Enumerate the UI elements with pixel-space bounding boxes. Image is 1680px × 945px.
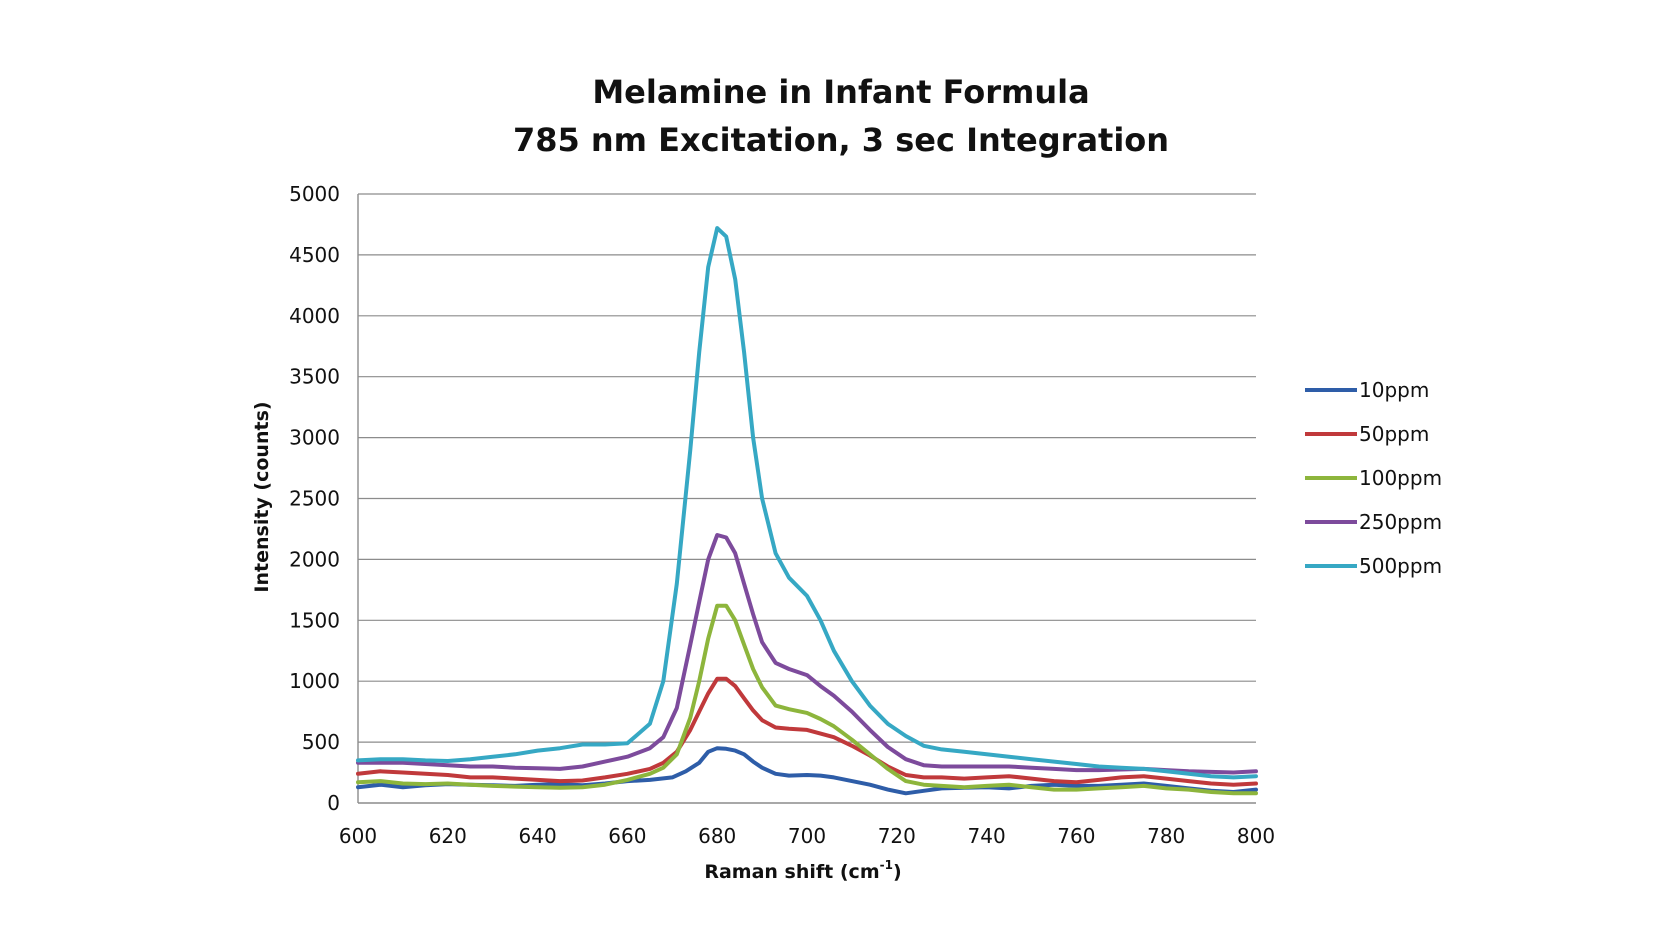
series-line-10ppm	[356, 746, 1258, 796]
x-axis-title-superscript: -1	[880, 858, 893, 872]
x-tick-label: 620	[429, 824, 467, 848]
x-tick-label: 800	[1237, 824, 1275, 848]
x-tick-label: 780	[1147, 824, 1185, 848]
y-tick-label: 3000	[289, 426, 340, 450]
legend-item-100ppm: 100ppm	[1305, 466, 1442, 490]
y-tick-labels: 0 500 1000 1500 2000 2500 3000 3500 4000 4500 5000	[289, 182, 340, 815]
y-tick-label: 4000	[289, 304, 340, 328]
legend: 10ppm 50ppm 100ppm 250ppm 500ppm	[1305, 378, 1442, 578]
legend-item-250ppm: 250ppm	[1305, 510, 1442, 534]
series-line-250ppm	[356, 533, 1258, 775]
x-tick-label: 740	[968, 824, 1006, 848]
x-tick-label: 680	[698, 824, 736, 848]
legend-label: 100ppm	[1359, 466, 1442, 490]
series-line-100ppm	[356, 603, 1258, 796]
y-tick-label: 0	[327, 791, 340, 815]
legend-item-500ppm: 500ppm	[1305, 554, 1442, 578]
x-axis-title-main: Raman shift (cm	[704, 861, 879, 883]
y-tick-label: 2000	[289, 547, 340, 571]
legend-label: 500ppm	[1359, 554, 1442, 578]
legend-label: 50ppm	[1359, 422, 1429, 446]
chart-subtitle: 785 nm Excitation, 3 sec Integration	[513, 121, 1169, 159]
x-tick-label: 720	[878, 824, 916, 848]
x-axis-title-close: )	[893, 861, 902, 883]
x-tick-labels: 600 620 640 660 680 700 720 740 760 780 800	[339, 824, 1275, 848]
y-tick-label: 5000	[289, 182, 340, 206]
x-tick-label: 700	[788, 824, 826, 848]
y-tick-label: 2500	[289, 487, 340, 511]
chart-title: Melamine in Infant Formula	[592, 73, 1089, 111]
y-tick-label: 4500	[289, 243, 340, 267]
legend-label: 10ppm	[1359, 378, 1429, 402]
x-axis-title: Raman shift (cm-1)	[704, 858, 901, 883]
series-lines	[356, 226, 1258, 796]
y-tick-label: 1000	[289, 669, 340, 693]
y-tick-label: 3500	[289, 365, 340, 389]
x-tick-label: 760	[1057, 824, 1095, 848]
legend-item-50ppm: 50ppm	[1305, 422, 1429, 446]
legend-label: 250ppm	[1359, 510, 1442, 534]
y-tick-label: 1500	[289, 608, 340, 632]
x-tick-label: 660	[608, 824, 646, 848]
gridlines	[358, 193, 1256, 743]
series-line-500ppm	[356, 226, 1258, 780]
x-tick-label: 600	[339, 824, 377, 848]
series-line-50ppm	[356, 676, 1258, 787]
y-tick-label: 500	[302, 730, 340, 754]
axes	[357, 194, 1256, 804]
legend-item-10ppm: 10ppm	[1305, 378, 1429, 402]
x-tick-label: 640	[519, 824, 557, 848]
y-axis-title: Intensity (counts)	[251, 401, 273, 592]
